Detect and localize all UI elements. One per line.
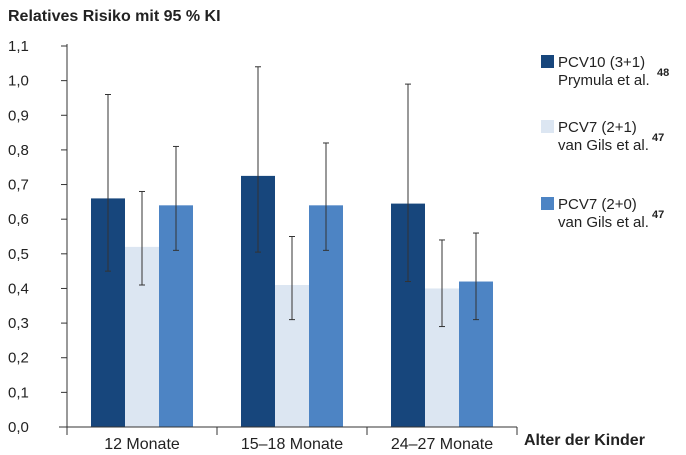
legend-label: PCV7 (2+1) xyxy=(558,119,637,136)
legend-label: PCV7 (2+0) xyxy=(558,196,637,213)
y-axis: 0,0 0,1 0,2 0,3 0,4 0,5 0,6 0,7 0,8 0,9 1,0 1,1 xyxy=(8,38,68,436)
legend-reference: 48 xyxy=(657,67,669,79)
y-tick-label: 0,9 xyxy=(8,107,29,124)
legend-sublabel: van Gils et al. xyxy=(558,214,649,231)
x-axis-label: Alter der Kinder xyxy=(524,432,645,449)
legend-swatch xyxy=(541,55,554,68)
legend-sublabel: Prymula et al. xyxy=(558,72,650,89)
chart-title: Relatives Risiko mit 95 % KI xyxy=(8,8,221,25)
x-category-label: 12 Monate xyxy=(104,436,180,453)
y-tick-label: 0,3 xyxy=(8,315,29,332)
x-axis: 12 Monate 15–18 Monate 24–27 Monate xyxy=(59,426,518,453)
legend-swatch xyxy=(541,197,554,210)
y-tick-label: 0,7 xyxy=(8,177,29,194)
y-tick-label: 1,0 xyxy=(8,73,29,90)
y-tick-label: 0,5 xyxy=(8,246,29,263)
y-tick-label: 0,8 xyxy=(8,142,29,159)
x-category-label: 24–27 Monate xyxy=(391,436,493,453)
x-category-label: 15–18 Monate xyxy=(241,436,343,453)
y-tick-label: 0,2 xyxy=(8,350,29,367)
legend-swatch xyxy=(541,120,554,133)
y-tick-label: 1,1 xyxy=(8,38,29,55)
y-tick-label: 0,4 xyxy=(8,280,29,297)
y-tick-label: 0,6 xyxy=(8,211,29,228)
y-tick-label: 0,1 xyxy=(8,384,29,401)
legend-reference: 47 xyxy=(652,132,664,144)
legend-sublabel: van Gils et al. xyxy=(558,137,649,154)
legend-label: PCV10 (3+1) xyxy=(558,54,645,71)
legend-reference: 47 xyxy=(652,209,664,221)
bars xyxy=(91,66,493,427)
y-tick-label: 0,0 xyxy=(8,419,29,436)
